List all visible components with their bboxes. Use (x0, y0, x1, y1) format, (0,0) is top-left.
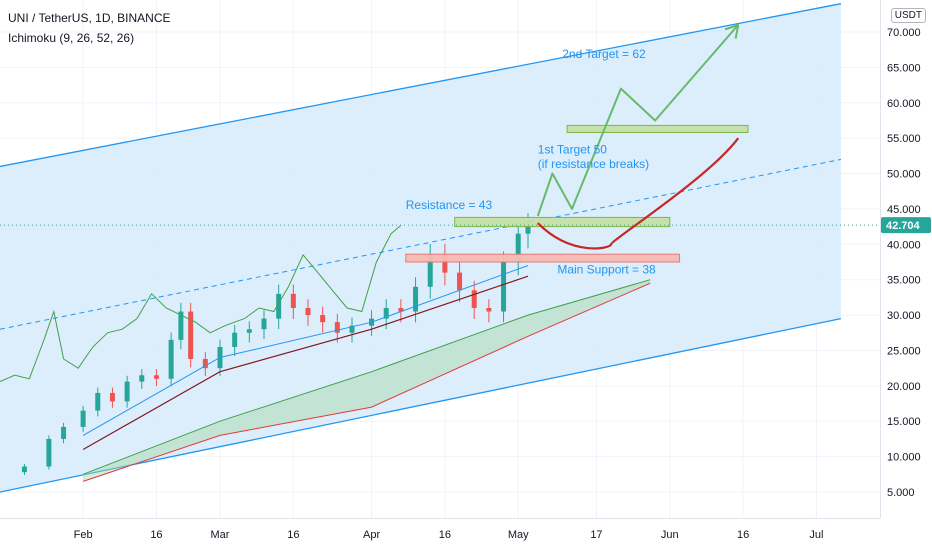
candle-body (232, 332, 238, 347)
candle-body (320, 315, 326, 323)
price-tick-label: 30.000 (887, 310, 921, 322)
conversion-line (82, 265, 529, 436)
channel-fill (0, 3, 841, 492)
time-tick-label: Mar (211, 529, 230, 541)
support-label: Main Support = 38 (557, 262, 656, 276)
projection-red-curve (536, 137, 740, 250)
candle-body (276, 293, 282, 319)
time-tick-label: 17 (590, 529, 602, 541)
candle-body (261, 318, 267, 330)
price-tick-label: 5.000 (887, 487, 915, 499)
channel-lower-line (0, 317, 842, 493)
time-tick-label: 16 (287, 529, 299, 541)
second-target-label: 2nd Target = 62 (562, 47, 646, 61)
indicator-legend: Ichimoku (9, 26, 52, 26) (8, 31, 135, 45)
time-tick-label: 16 (150, 529, 162, 541)
target-zone (566, 124, 749, 133)
candle-body (139, 375, 145, 382)
candle-body (178, 311, 184, 340)
candle-body (486, 308, 492, 312)
candle-body (153, 375, 159, 379)
resistance-zone (454, 216, 671, 228)
time-tick-label: May (508, 529, 529, 541)
price-tick-label: 60.000 (887, 98, 921, 110)
candle-body (398, 308, 404, 312)
price-tick-label: 20.000 (887, 381, 921, 393)
price-tick-label: 25.000 (887, 345, 921, 357)
first-target-label: 1st Target 50 (538, 143, 607, 157)
time-tick-label: Apr (363, 529, 380, 541)
candle-body (413, 286, 419, 312)
price-tick-label: 45.000 (887, 204, 921, 216)
candle-body (334, 322, 340, 333)
price-tick-label: 55.000 (887, 133, 921, 145)
price-tick-label: 50.000 (887, 169, 921, 181)
candle-body (290, 293, 296, 308)
base-line (82, 275, 529, 451)
candle-body (95, 392, 101, 411)
candle-body (427, 254, 433, 287)
candle-body (109, 392, 115, 402)
candle-body (61, 426, 67, 439)
price-tick-label: 40.000 (887, 239, 921, 251)
price-tick-label: 35.000 (887, 275, 921, 287)
currency-selector[interactable]: USDT (890, 8, 926, 23)
candle-body (124, 381, 130, 402)
lagging-span-line (0, 224, 402, 383)
channel-upper-line (0, 3, 842, 168)
candle-body (305, 308, 311, 316)
time-axis-ticks: Feb 16 Mar 16 Apr 16 May 17 Jun 16 Jul (74, 529, 824, 541)
candle-body (525, 225, 531, 234)
price-tick-label: 70.000 (887, 27, 921, 39)
candle-body (21, 466, 27, 473)
time-tick-label: Feb (74, 529, 93, 541)
candle-body (383, 308, 389, 319)
candle-body (46, 438, 52, 467)
candle-body (457, 272, 463, 291)
candle-body (80, 410, 86, 427)
candle-body (349, 325, 355, 333)
candle-body (188, 311, 194, 359)
candle-body (515, 233, 521, 262)
price-tick-label: 65.000 (887, 62, 921, 74)
candle-body (442, 254, 448, 273)
support-zone (405, 253, 681, 263)
first-target-condition-label: (if resistance breaks) (538, 157, 649, 171)
time-tick-label: 16 (439, 529, 451, 541)
price-tick-label: 10.000 (887, 452, 921, 464)
candle-body (246, 329, 252, 333)
current-price-badge (881, 217, 931, 234)
projection-arrowhead (724, 23, 740, 39)
price-axis-ticks: 70.000 65.000 60.000 55.000 50.000 45.000 40.0… (887, 27, 921, 499)
candle-body (471, 290, 477, 308)
candle-body (501, 262, 507, 312)
candle-body (202, 358, 208, 369)
ichimoku-cloud (83, 279, 651, 482)
current-price-value: 42.704 (886, 220, 921, 232)
lead-span-b-line (82, 282, 651, 482)
lead-span-a-line (82, 279, 651, 475)
time-tick-label: 16 (737, 529, 749, 541)
candle-body (168, 339, 174, 379)
projection-green-path (536, 24, 739, 217)
candles-group (21, 213, 531, 475)
resistance-label: Resistance = 43 (406, 198, 493, 212)
time-tick-label: Jul (809, 529, 823, 541)
channel-mid-dashed-line (0, 158, 841, 330)
price-tick-label: 15.000 (887, 416, 921, 428)
symbol-title: UNI / TetherUS, 1D, BINANCE (8, 11, 171, 25)
time-tick-label: Jun (661, 529, 679, 541)
